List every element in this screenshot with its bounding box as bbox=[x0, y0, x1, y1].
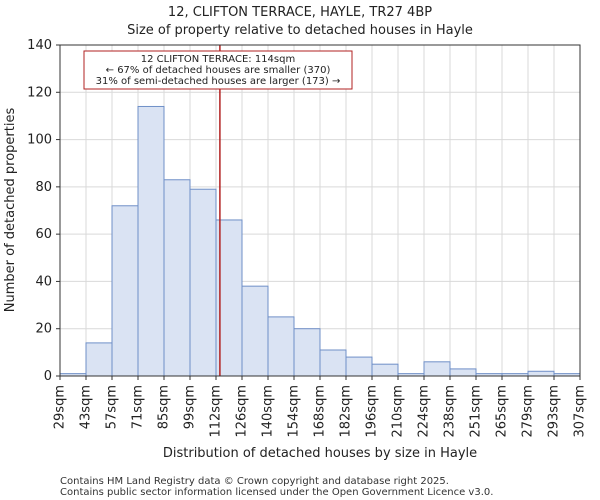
bar-43sqm bbox=[85, 342, 113, 377]
x-tick-label-196sqm: 196sqm bbox=[365, 385, 380, 438]
x-tick-label-293sqm: 293sqm bbox=[547, 385, 562, 438]
x-tick-label-126sqm: 126sqm bbox=[235, 385, 250, 438]
y-tick-label-40: 40 bbox=[35, 274, 52, 289]
x-tick-label-43sqm: 43sqm bbox=[79, 385, 94, 429]
chart-subtitle: Size of property relative to detached ho… bbox=[127, 23, 473, 38]
bar-182sqm bbox=[345, 356, 373, 377]
annotation-line-1: 12 CLIFTON TERRACE: 114sqm bbox=[141, 54, 295, 65]
y-tick-label-0: 0 bbox=[44, 369, 52, 384]
x-tick-label-168sqm: 168sqm bbox=[313, 385, 328, 438]
x-tick-label-154sqm: 154sqm bbox=[287, 385, 302, 438]
x-tick-label-279sqm: 279sqm bbox=[521, 385, 536, 438]
bar-140sqm bbox=[267, 316, 295, 377]
x-tick-label-251sqm: 251sqm bbox=[469, 385, 484, 438]
footer-line-1: Contains HM Land Registry data © Crown c… bbox=[60, 476, 449, 487]
x-tick-label-238sqm: 238sqm bbox=[443, 385, 458, 438]
bar-71sqm bbox=[137, 105, 165, 377]
y-ticks: 0 20 40 60 80 100 120 140 bbox=[27, 38, 60, 384]
chart-title: 12, CLIFTON TERRACE, HAYLE, TR27 4BP bbox=[168, 5, 432, 20]
bar-196sqm bbox=[371, 363, 399, 377]
x-tick-label-182sqm: 182sqm bbox=[339, 385, 354, 438]
y-tick-label-120: 120 bbox=[27, 85, 52, 100]
bar-154sqm bbox=[293, 328, 321, 377]
bar-85sqm bbox=[163, 179, 191, 377]
bar-238sqm bbox=[449, 368, 477, 377]
bar-57sqm bbox=[111, 205, 139, 377]
x-ticks: 29sqm 43sqm 57sqm 71sqm 85sqm 99sqm 112sqm 126s… bbox=[53, 376, 588, 438]
x-tick-label-224sqm: 224sqm bbox=[417, 385, 432, 438]
y-tick-label-60: 60 bbox=[35, 227, 52, 242]
bar-279sqm bbox=[527, 370, 555, 377]
y-tick-label-20: 20 bbox=[35, 322, 52, 337]
x-tick-label-85sqm: 85sqm bbox=[157, 385, 172, 429]
x-tick-label-29sqm: 29sqm bbox=[53, 385, 68, 429]
x-tick-label-71sqm: 71sqm bbox=[131, 385, 146, 429]
x-tick-label-99sqm: 99sqm bbox=[183, 385, 198, 429]
x-axis-label: Distribution of detached houses by size … bbox=[163, 446, 477, 461]
annotation-box: 12 CLIFTON TERRACE: 114sqm ← 67% of deta… bbox=[83, 50, 353, 90]
bars bbox=[59, 105, 581, 377]
y-axis-label: Number of detached properties bbox=[3, 108, 18, 313]
annotation-line-3: 31% of semi-detached houses are larger (… bbox=[96, 76, 341, 87]
x-tick-label-57sqm: 57sqm bbox=[105, 385, 120, 429]
y-tick-label-80: 80 bbox=[35, 180, 52, 195]
bar-99sqm bbox=[189, 188, 217, 377]
annotation-rect bbox=[83, 50, 353, 90]
x-tick-label-210sqm: 210sqm bbox=[391, 385, 406, 438]
y-tick-label-140: 140 bbox=[27, 38, 52, 53]
x-tick-label-307sqm: 307sqm bbox=[573, 385, 588, 438]
bar-224sqm bbox=[423, 361, 451, 377]
x-tick-label-140sqm: 140sqm bbox=[261, 385, 276, 438]
bar-168sqm bbox=[319, 349, 347, 377]
footer-line-2: Contains public sector information licen… bbox=[60, 487, 493, 498]
y-tick-label-100: 100 bbox=[27, 133, 52, 148]
x-tick-label-265sqm: 265sqm bbox=[495, 385, 510, 438]
x-tick-label-112sqm: 112sqm bbox=[209, 385, 224, 438]
annotation-line-2: ← 67% of detached houses are smaller (37… bbox=[106, 65, 331, 76]
bar-126sqm bbox=[241, 285, 269, 377]
